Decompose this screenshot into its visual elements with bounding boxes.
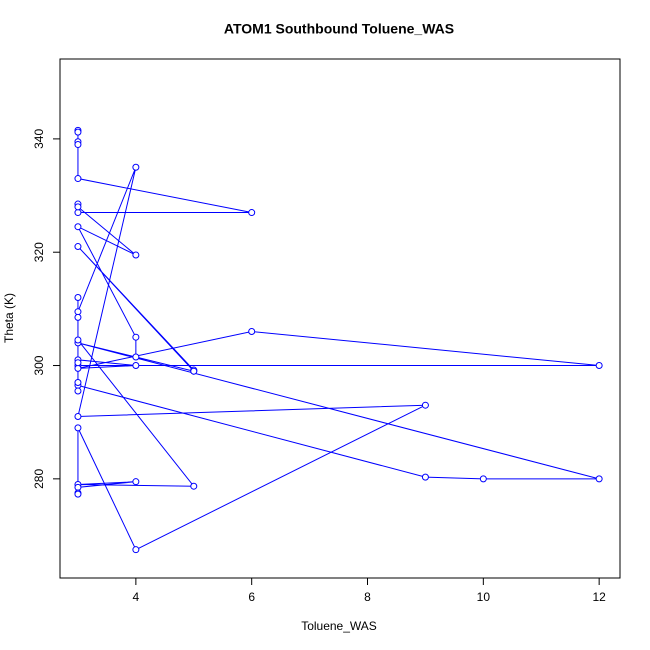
data-point <box>74 424 82 432</box>
data-point <box>132 478 140 486</box>
data-point <box>74 203 82 211</box>
data-point <box>248 209 256 217</box>
data-point <box>132 333 140 341</box>
data-point <box>132 163 140 171</box>
data-point <box>74 379 82 387</box>
y-axis-label: Theta (K) <box>2 293 16 343</box>
data-point <box>74 141 82 149</box>
data-point <box>74 313 82 321</box>
data-point <box>74 364 82 372</box>
x-tick-label: 8 <box>364 590 371 604</box>
x-axis-label: Toluene_WAS <box>301 619 377 633</box>
data-point <box>74 294 82 302</box>
data-point <box>421 401 429 409</box>
data-point <box>74 209 82 217</box>
data-point <box>74 359 82 367</box>
y-tick-label: 320 <box>32 242 46 262</box>
data-point <box>421 473 429 481</box>
chart-title: ATOM1 Southbound Toluene_WAS <box>224 21 454 37</box>
data-point <box>595 362 603 370</box>
y-tick-label: 340 <box>32 129 46 149</box>
data-point <box>190 367 198 375</box>
data-point <box>132 546 140 554</box>
data-point <box>595 475 603 483</box>
data-point <box>74 128 82 136</box>
data-point <box>74 243 82 251</box>
data-point <box>74 483 82 491</box>
x-tick-label: 12 <box>592 590 606 604</box>
data-point <box>479 475 487 483</box>
data-point <box>190 482 198 490</box>
plot-frame <box>59 58 621 579</box>
x-tick-label: 4 <box>133 590 140 604</box>
data-point <box>74 413 82 421</box>
y-tick-label: 280 <box>32 469 46 489</box>
data-point <box>74 175 82 183</box>
y-tick-label: 300 <box>32 355 46 375</box>
x-tick-label: 10 <box>477 590 491 604</box>
data-point <box>74 336 82 344</box>
x-tick-label: 6 <box>248 590 255 604</box>
data-point <box>74 223 82 231</box>
data-point <box>74 308 82 316</box>
data-point <box>132 353 140 361</box>
data-point <box>74 490 82 498</box>
data-point <box>248 328 256 336</box>
data-point <box>132 251 140 259</box>
data-point <box>132 362 140 370</box>
data-point <box>74 387 82 395</box>
